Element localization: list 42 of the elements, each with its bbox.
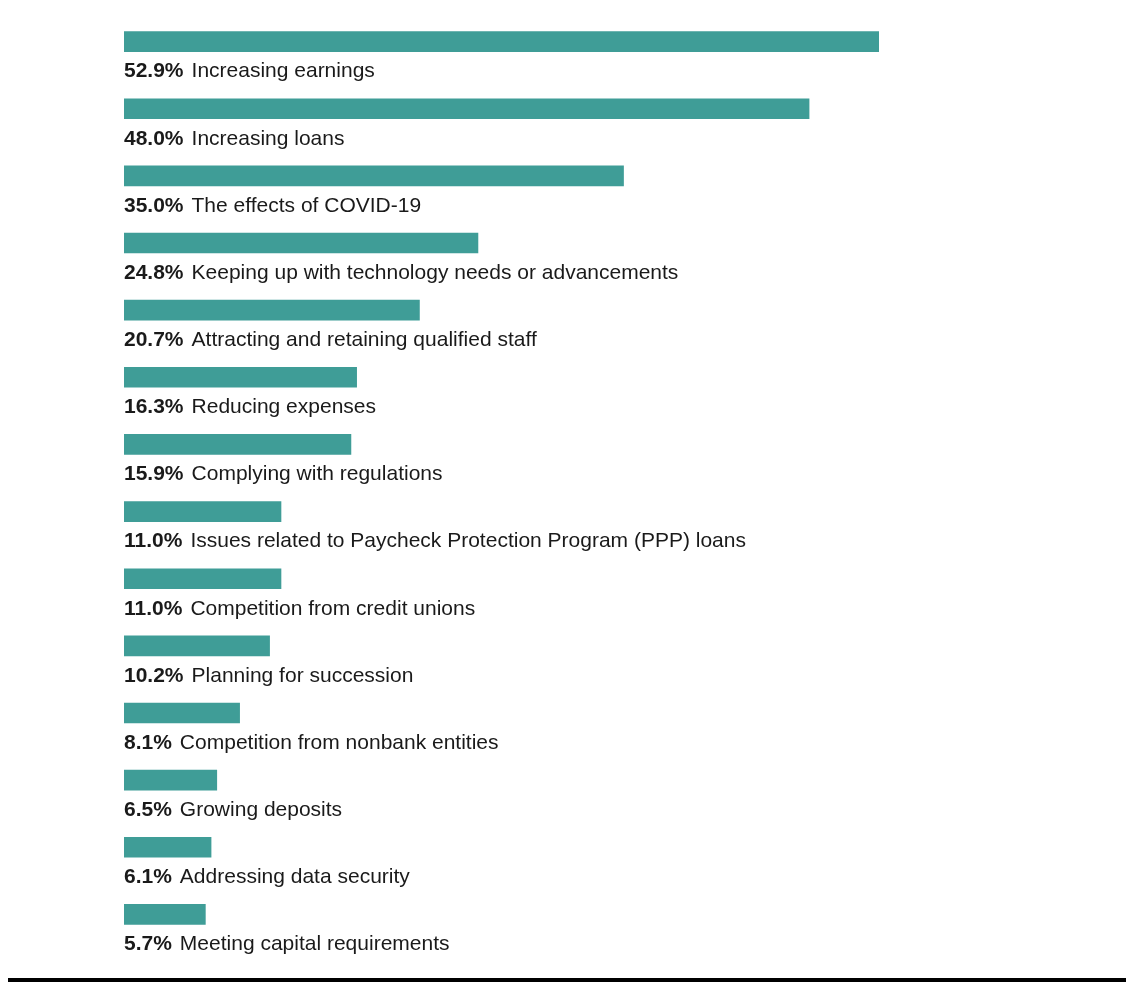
data-label: 24.8% — [124, 259, 184, 283]
bar — [124, 568, 282, 590]
y-tick-label: Issues related to Paycheck Protection Program (PPP) loans — [190, 528, 746, 552]
y-tick-label: Competition from credit unions — [190, 595, 476, 619]
y-tick-label: The effects of COVID-19 — [191, 192, 422, 216]
bar — [124, 836, 212, 858]
bar — [124, 769, 218, 791]
y-tick-label: Planning for succession — [191, 662, 414, 686]
data-label: 10.2% — [124, 662, 184, 686]
y-tick-label: Competition from nonbank entities — [179, 729, 499, 753]
data-label: 48.0% — [124, 125, 184, 149]
bar — [124, 31, 879, 52]
bar — [124, 232, 479, 254]
data-label: 11.0% — [124, 595, 183, 619]
data-label: 6.5% — [124, 796, 173, 820]
y-tick-label: Attracting and retaining qualified staff — [191, 326, 537, 350]
y-tick-label: Addressing data security — [179, 864, 411, 888]
data-label: 35.0% — [124, 192, 184, 216]
bar — [124, 635, 270, 657]
y-tick-label: Increasing loans — [191, 125, 345, 149]
bar — [124, 165, 624, 187]
y-tick-label: Growing deposits — [179, 796, 343, 820]
bar — [124, 501, 282, 522]
y-tick-label: Complying with regulations — [191, 461, 443, 485]
data-label: 20.7% — [124, 326, 184, 350]
data-label: 6.1% — [124, 864, 173, 888]
data-label: 52.9% — [124, 58, 184, 82]
bar — [124, 904, 206, 925]
bar — [124, 702, 240, 724]
y-tick-label: Keeping up with technology needs or advancements — [191, 259, 679, 283]
bar — [124, 299, 420, 321]
bar — [124, 434, 352, 455]
data-label: 15.9% — [124, 461, 184, 485]
y-tick-label: Reducing expenses — [191, 394, 377, 418]
data-label: 11.0% — [124, 528, 183, 552]
y-tick-label: Increasing earnings — [191, 58, 375, 82]
data-label: 16.3% — [124, 394, 184, 418]
bar — [124, 98, 810, 120]
bar — [124, 366, 357, 388]
y-tick-label: Meeting capital requirements — [179, 931, 450, 955]
data-label: 5.7% — [124, 931, 173, 955]
data-label: 8.1% — [124, 729, 173, 753]
